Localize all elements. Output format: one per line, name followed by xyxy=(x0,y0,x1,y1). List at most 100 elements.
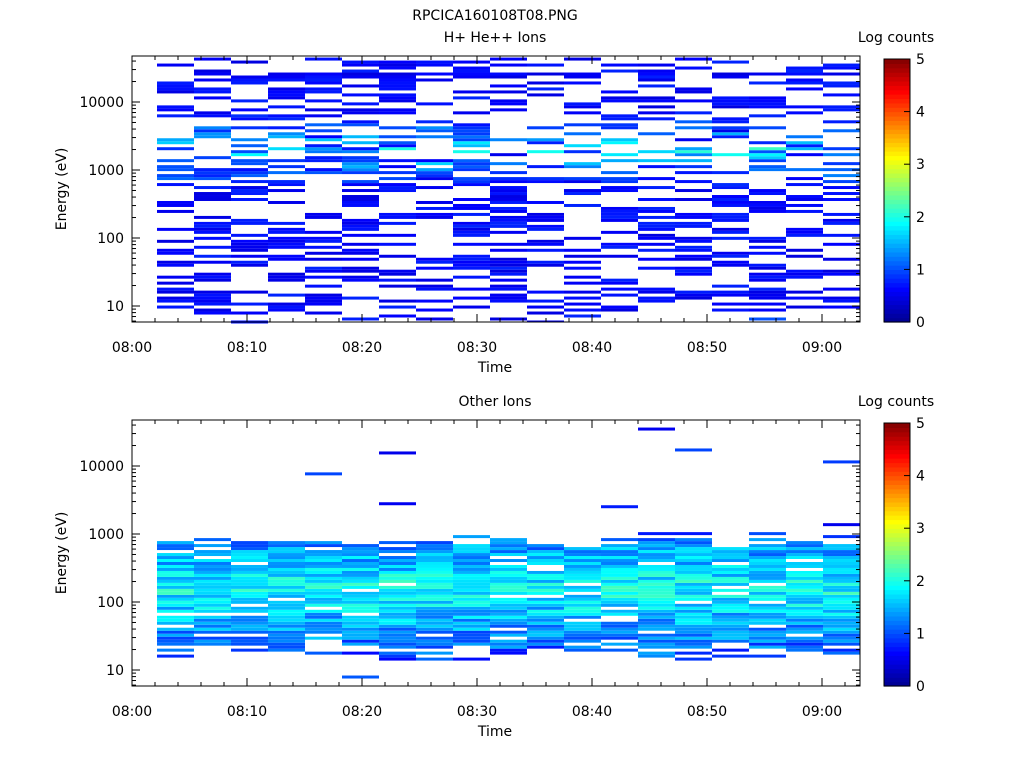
heatmap-cell xyxy=(490,272,527,276)
heatmap-cell xyxy=(268,648,305,652)
heatmap-cell xyxy=(268,180,305,184)
x-tick-label: 08:00 xyxy=(112,340,152,356)
heatmap-cell xyxy=(601,242,638,246)
heatmap-cell xyxy=(675,615,712,619)
heatmap-cell xyxy=(490,153,527,157)
heatmap-cell xyxy=(786,606,823,610)
heatmap-cell xyxy=(379,126,416,130)
colorbar-segment xyxy=(884,440,910,446)
heatmap-cell xyxy=(194,192,231,196)
heatmap-cell xyxy=(823,174,860,178)
heatmap-cell xyxy=(564,162,601,166)
heatmap-cell xyxy=(268,117,305,121)
heatmap-cell xyxy=(157,642,194,646)
heatmap-cell xyxy=(638,573,675,577)
heatmap-cell xyxy=(527,141,564,145)
x-tick-label: 08:40 xyxy=(572,340,612,356)
heatmap-cell xyxy=(231,117,268,121)
heatmap-cell xyxy=(194,224,231,228)
heatmap-cell xyxy=(601,588,638,592)
heatmap-cell xyxy=(194,553,231,557)
heatmap-cell xyxy=(638,532,675,536)
heatmap-cell xyxy=(231,621,268,625)
heatmap-cell xyxy=(379,636,416,640)
colorbar-segment xyxy=(884,221,910,227)
heatmap-cell xyxy=(675,150,712,154)
heatmap-cell xyxy=(231,192,268,196)
heatmap-cell xyxy=(305,553,342,557)
heatmap-cell xyxy=(601,281,638,285)
heatmap-cell xyxy=(453,567,490,571)
heatmap-cell xyxy=(823,573,860,577)
heatmap-cell xyxy=(379,642,416,646)
heatmap-cell xyxy=(416,317,453,321)
heatmap-cell xyxy=(268,75,305,79)
heatmap-cell xyxy=(231,588,268,592)
heatmap-cell xyxy=(342,168,379,172)
heatmap-cell xyxy=(786,621,823,625)
heatmap-cell xyxy=(416,621,453,625)
heatmap-cell xyxy=(268,159,305,163)
heatmap-cell xyxy=(675,562,712,565)
heatmap-cell xyxy=(638,248,675,252)
heatmap-cell xyxy=(342,618,379,622)
heatmap-cell xyxy=(416,600,453,604)
heatmap-cell xyxy=(527,612,564,616)
x-tick-label: 08:50 xyxy=(687,340,727,356)
heatmap-cell xyxy=(416,162,453,166)
colorbar-segment xyxy=(884,589,910,595)
heatmap-cell xyxy=(638,612,675,616)
heatmap-cell xyxy=(638,624,675,628)
heatmap-cell xyxy=(490,639,527,643)
heatmap-cell xyxy=(490,576,527,580)
heatmap-cell xyxy=(527,627,564,631)
heatmap-cell xyxy=(194,636,231,640)
heatmap-cell xyxy=(305,135,342,139)
heatmap-cell xyxy=(749,263,786,267)
heatmap-cell xyxy=(564,296,601,300)
heatmap-cell xyxy=(786,550,823,554)
heatmap-cell xyxy=(194,594,231,598)
heatmap-cell xyxy=(601,621,638,625)
heatmap-cell xyxy=(601,547,638,551)
heatmap-cell xyxy=(638,559,675,563)
heatmap-cell xyxy=(564,624,601,628)
heatmap-cell xyxy=(490,550,527,554)
heatmap-cell xyxy=(268,278,305,282)
heatmap-cell xyxy=(564,564,601,568)
heatmap-cell xyxy=(194,621,231,625)
heatmap-cell xyxy=(342,75,379,79)
heatmap-cell xyxy=(490,200,527,204)
colorbar-segment xyxy=(884,115,910,121)
heatmap-cell xyxy=(564,254,601,258)
heatmap-cell xyxy=(453,615,490,619)
heatmap-cell xyxy=(268,171,305,175)
heatmap-cell xyxy=(527,290,564,294)
heatmap-cell xyxy=(453,576,490,580)
heatmap-cell xyxy=(749,612,786,616)
heatmap-cell xyxy=(194,308,231,312)
heatmap-cell xyxy=(342,564,379,568)
heatmap-cell xyxy=(786,81,823,85)
heatmap-cell xyxy=(194,538,231,542)
heatmap-cell xyxy=(194,618,231,622)
heatmap-cell xyxy=(638,132,675,136)
heatmap-cell xyxy=(305,559,342,563)
heatmap-cell xyxy=(527,606,564,610)
heatmap-cell xyxy=(601,114,638,118)
heatmap-cell xyxy=(490,642,527,646)
heatmap-cell xyxy=(416,72,453,76)
colorbar-segment xyxy=(884,479,910,485)
heatmap-cell xyxy=(823,72,860,76)
heatmap-cell xyxy=(675,165,712,169)
heatmap-cell xyxy=(564,105,601,109)
heatmap-cell xyxy=(786,168,823,172)
heatmap-cell xyxy=(675,564,712,568)
heatmap-cell xyxy=(786,636,823,640)
heatmap-cell xyxy=(786,547,823,551)
heatmap-cell xyxy=(453,609,490,613)
heatmap-cell xyxy=(379,60,416,64)
colorbar-segment xyxy=(884,208,910,214)
heatmap-cell xyxy=(675,612,712,616)
heatmap-cell xyxy=(342,162,379,166)
